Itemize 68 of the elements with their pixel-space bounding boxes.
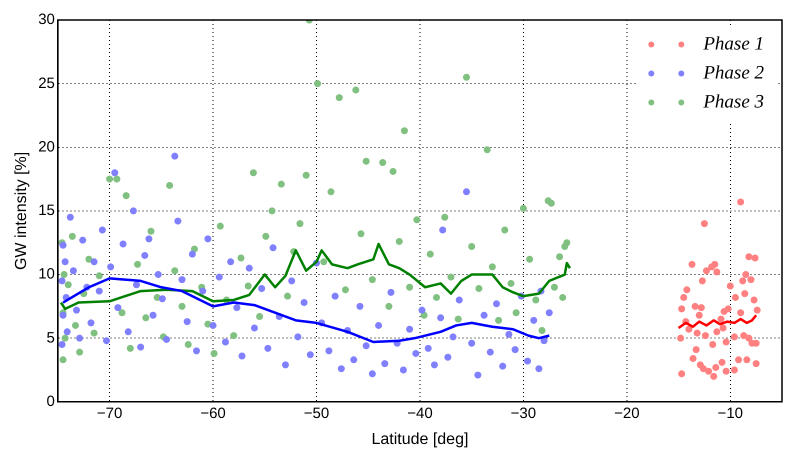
legend-label: Phase 3 [702,92,764,112]
x-tick-label: −40 [407,404,433,422]
y-tick-label: 20 [38,138,55,156]
point [709,341,716,348]
point [677,334,684,342]
point [747,276,754,284]
point [680,294,688,301]
point [700,365,707,372]
point [743,356,750,364]
y-tick-label: 10 [38,266,55,283]
point [750,296,758,304]
point [688,260,696,268]
x-tick-label: −70 [96,404,122,422]
y-axis-title: GW intensity [%] [13,152,30,270]
y-tick-label: 30 [38,11,55,28]
point [702,267,710,274]
point [698,304,705,312]
point [745,253,752,260]
point [718,358,726,366]
point [740,332,748,340]
point [735,356,742,364]
y-tick-label: 15 [38,202,55,220]
point [705,368,712,375]
point [685,326,692,333]
point [702,332,709,340]
point [754,306,761,314]
point [692,302,699,310]
point [720,324,727,332]
point [717,316,724,323]
point [690,355,697,362]
x-axis-title: Latitude [deg] [371,430,468,448]
x-tick-label: −20 [614,404,640,422]
point [678,370,686,378]
y-tick-label: 0 [46,392,55,410]
legend-label: Phase 1 [702,34,764,54]
point [713,328,720,336]
point [742,271,750,278]
point [722,338,730,346]
point [752,360,760,368]
point [700,220,708,228]
point [678,305,686,312]
y-tick-label: 25 [38,74,55,92]
point [712,364,720,371]
point [741,290,748,298]
point [737,198,744,206]
point [732,294,739,301]
point [683,286,690,294]
point [694,330,701,337]
x-tick-label: −50 [304,404,330,422]
x-tick-label: −60 [200,404,226,422]
point [711,260,718,268]
x-tick-label: −10 [718,404,744,422]
point [730,333,738,340]
point [698,277,706,284]
point [752,254,759,262]
point [726,282,734,290]
point [713,268,720,276]
x-tick-label: −30 [510,404,536,422]
point [730,366,738,374]
point [710,372,718,380]
point [692,346,700,354]
legend-label: Phase 2 [702,62,764,84]
point [722,368,730,375]
y-tick-label: 5 [46,329,55,346]
point [696,312,703,319]
point [737,309,744,316]
point [739,277,746,284]
point [720,308,728,315]
